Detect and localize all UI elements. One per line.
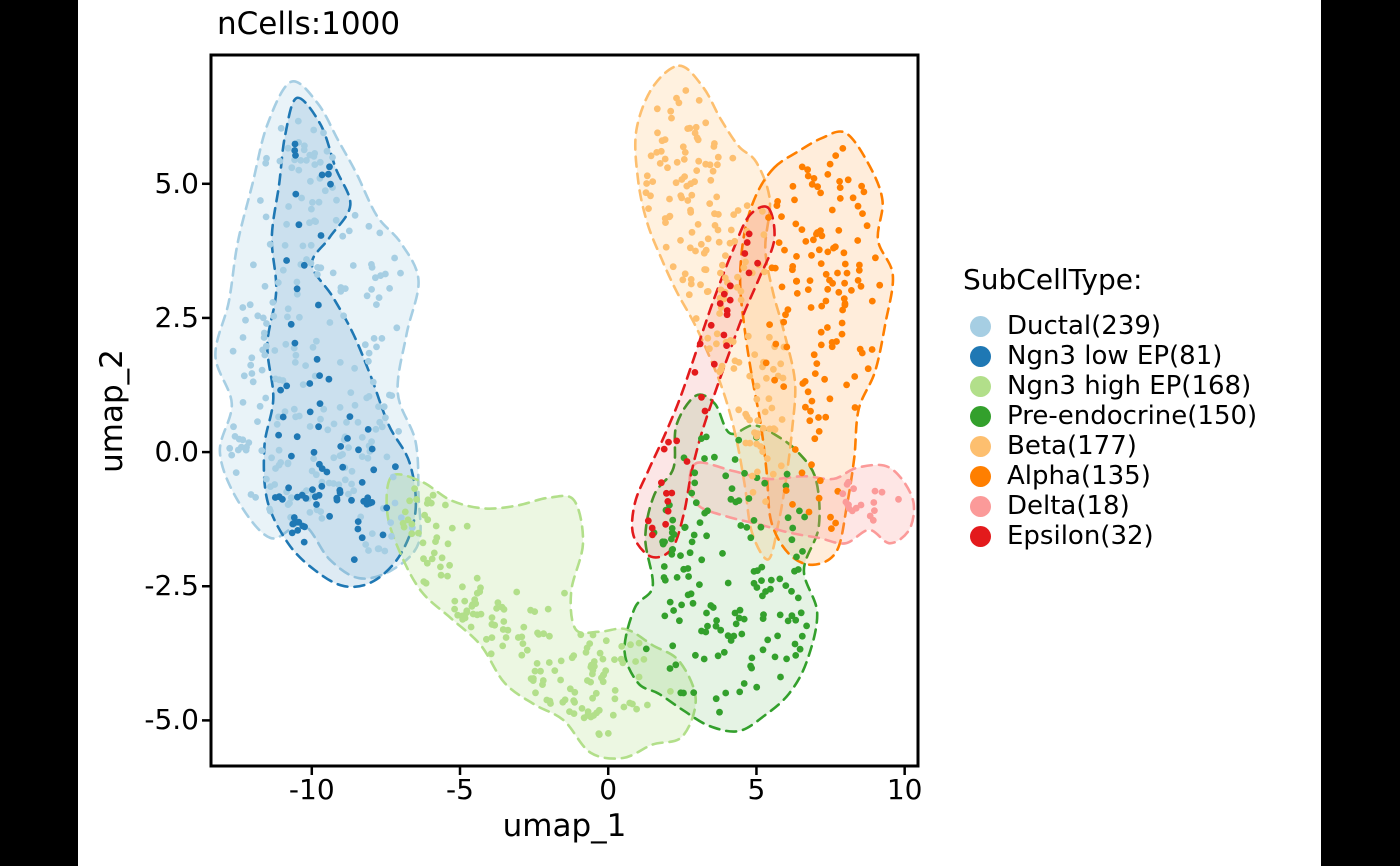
cluster-hull-ngn3-high-ep (385, 472, 698, 760)
legend-item: Alpha(135) (963, 461, 1257, 491)
plot-area (214, 64, 916, 760)
legend-item: Epsilon(32) (963, 521, 1257, 551)
x-tick-label: 0 (599, 773, 618, 806)
legend-swatch-icon (970, 435, 991, 457)
cluster-hull-delta (688, 461, 916, 545)
plot-title: nCells:1000 (217, 6, 401, 42)
legend-item-label: Alpha(135) (1007, 461, 1151, 491)
cluster-points-pre-endocrine (642, 433, 810, 716)
x-axis-label: umap_1 (502, 808, 627, 844)
cluster-points-ngn3-high-ep (399, 485, 674, 738)
y-axis-label: umap_2 (94, 349, 130, 473)
x-tick-label: 5 (747, 773, 766, 806)
x-tick-label: 10 (886, 773, 923, 806)
y-tick-label: 5.0 (154, 166, 199, 200)
figure-canvas: nCells:1000 -10 -5 0 5 10 5.0 2.5 0.0 -2.5 -5.0 … (78, 0, 1321, 866)
legend-item-label: Beta(177) (1007, 431, 1137, 461)
legend-swatch-icon (970, 345, 991, 367)
legend-swatch-icon (970, 465, 991, 487)
legend-item-label: Delta(18) (1007, 491, 1130, 521)
legend-item: Pre-endocrine(150) (963, 401, 1257, 431)
cluster-points-epsilon (644, 230, 761, 539)
cluster-points-beta (642, 87, 788, 505)
cluster-hull-ngn3-low-ep (262, 96, 418, 589)
legend-swatch-icon (970, 315, 991, 337)
legend-item: Delta(18) (963, 491, 1257, 521)
legend-items: Ductal(239) Ngn3 low EP(81) Ngn3 high EP(1… (963, 311, 1257, 551)
x-tick-label: -10 (288, 773, 335, 806)
legend-item: Beta(177) (963, 431, 1257, 461)
cluster-hull-epsilon (630, 205, 776, 559)
legend-item: Ductal(239) (963, 311, 1257, 341)
cluster-points-alpha (762, 145, 884, 532)
legend-item-label: Epsilon(32) (1007, 521, 1154, 551)
y-tick-label: 2.5 (154, 300, 199, 334)
legend-item: Ngn3 high EP(168) (963, 371, 1257, 401)
legend-item-label: Ngn3 high EP(168) (1007, 371, 1252, 401)
legend-item-label: Ductal(239) (1007, 311, 1162, 341)
legend-item-label: Ngn3 low EP(81) (1007, 341, 1223, 371)
umap-scatter-plot (202, 53, 920, 775)
y-tick-label: 0.0 (154, 435, 199, 469)
legend-swatch-icon (970, 495, 991, 517)
x-tick-label: -5 (446, 773, 474, 806)
plot-frame (209, 53, 920, 768)
legend-swatch-icon (970, 375, 991, 397)
y-tick-label: -5.0 (144, 703, 199, 737)
y-tick-label: -2.5 (144, 569, 199, 603)
legend: SubCellType: Ductal(239) Ngn3 low EP(81) N… (963, 262, 1257, 551)
legend-swatch-icon (970, 405, 991, 427)
cluster-points-ngn3-low-ep (271, 140, 399, 563)
legend-title: SubCellType: (963, 263, 1143, 296)
legend-swatch-icon (970, 525, 991, 547)
legend-item: Ngn3 low EP(81) (963, 341, 1257, 371)
cluster-points-ductal (226, 117, 416, 555)
legend-item-label: Pre-endocrine(150) (1007, 401, 1258, 431)
cluster-points-delta (839, 478, 902, 524)
